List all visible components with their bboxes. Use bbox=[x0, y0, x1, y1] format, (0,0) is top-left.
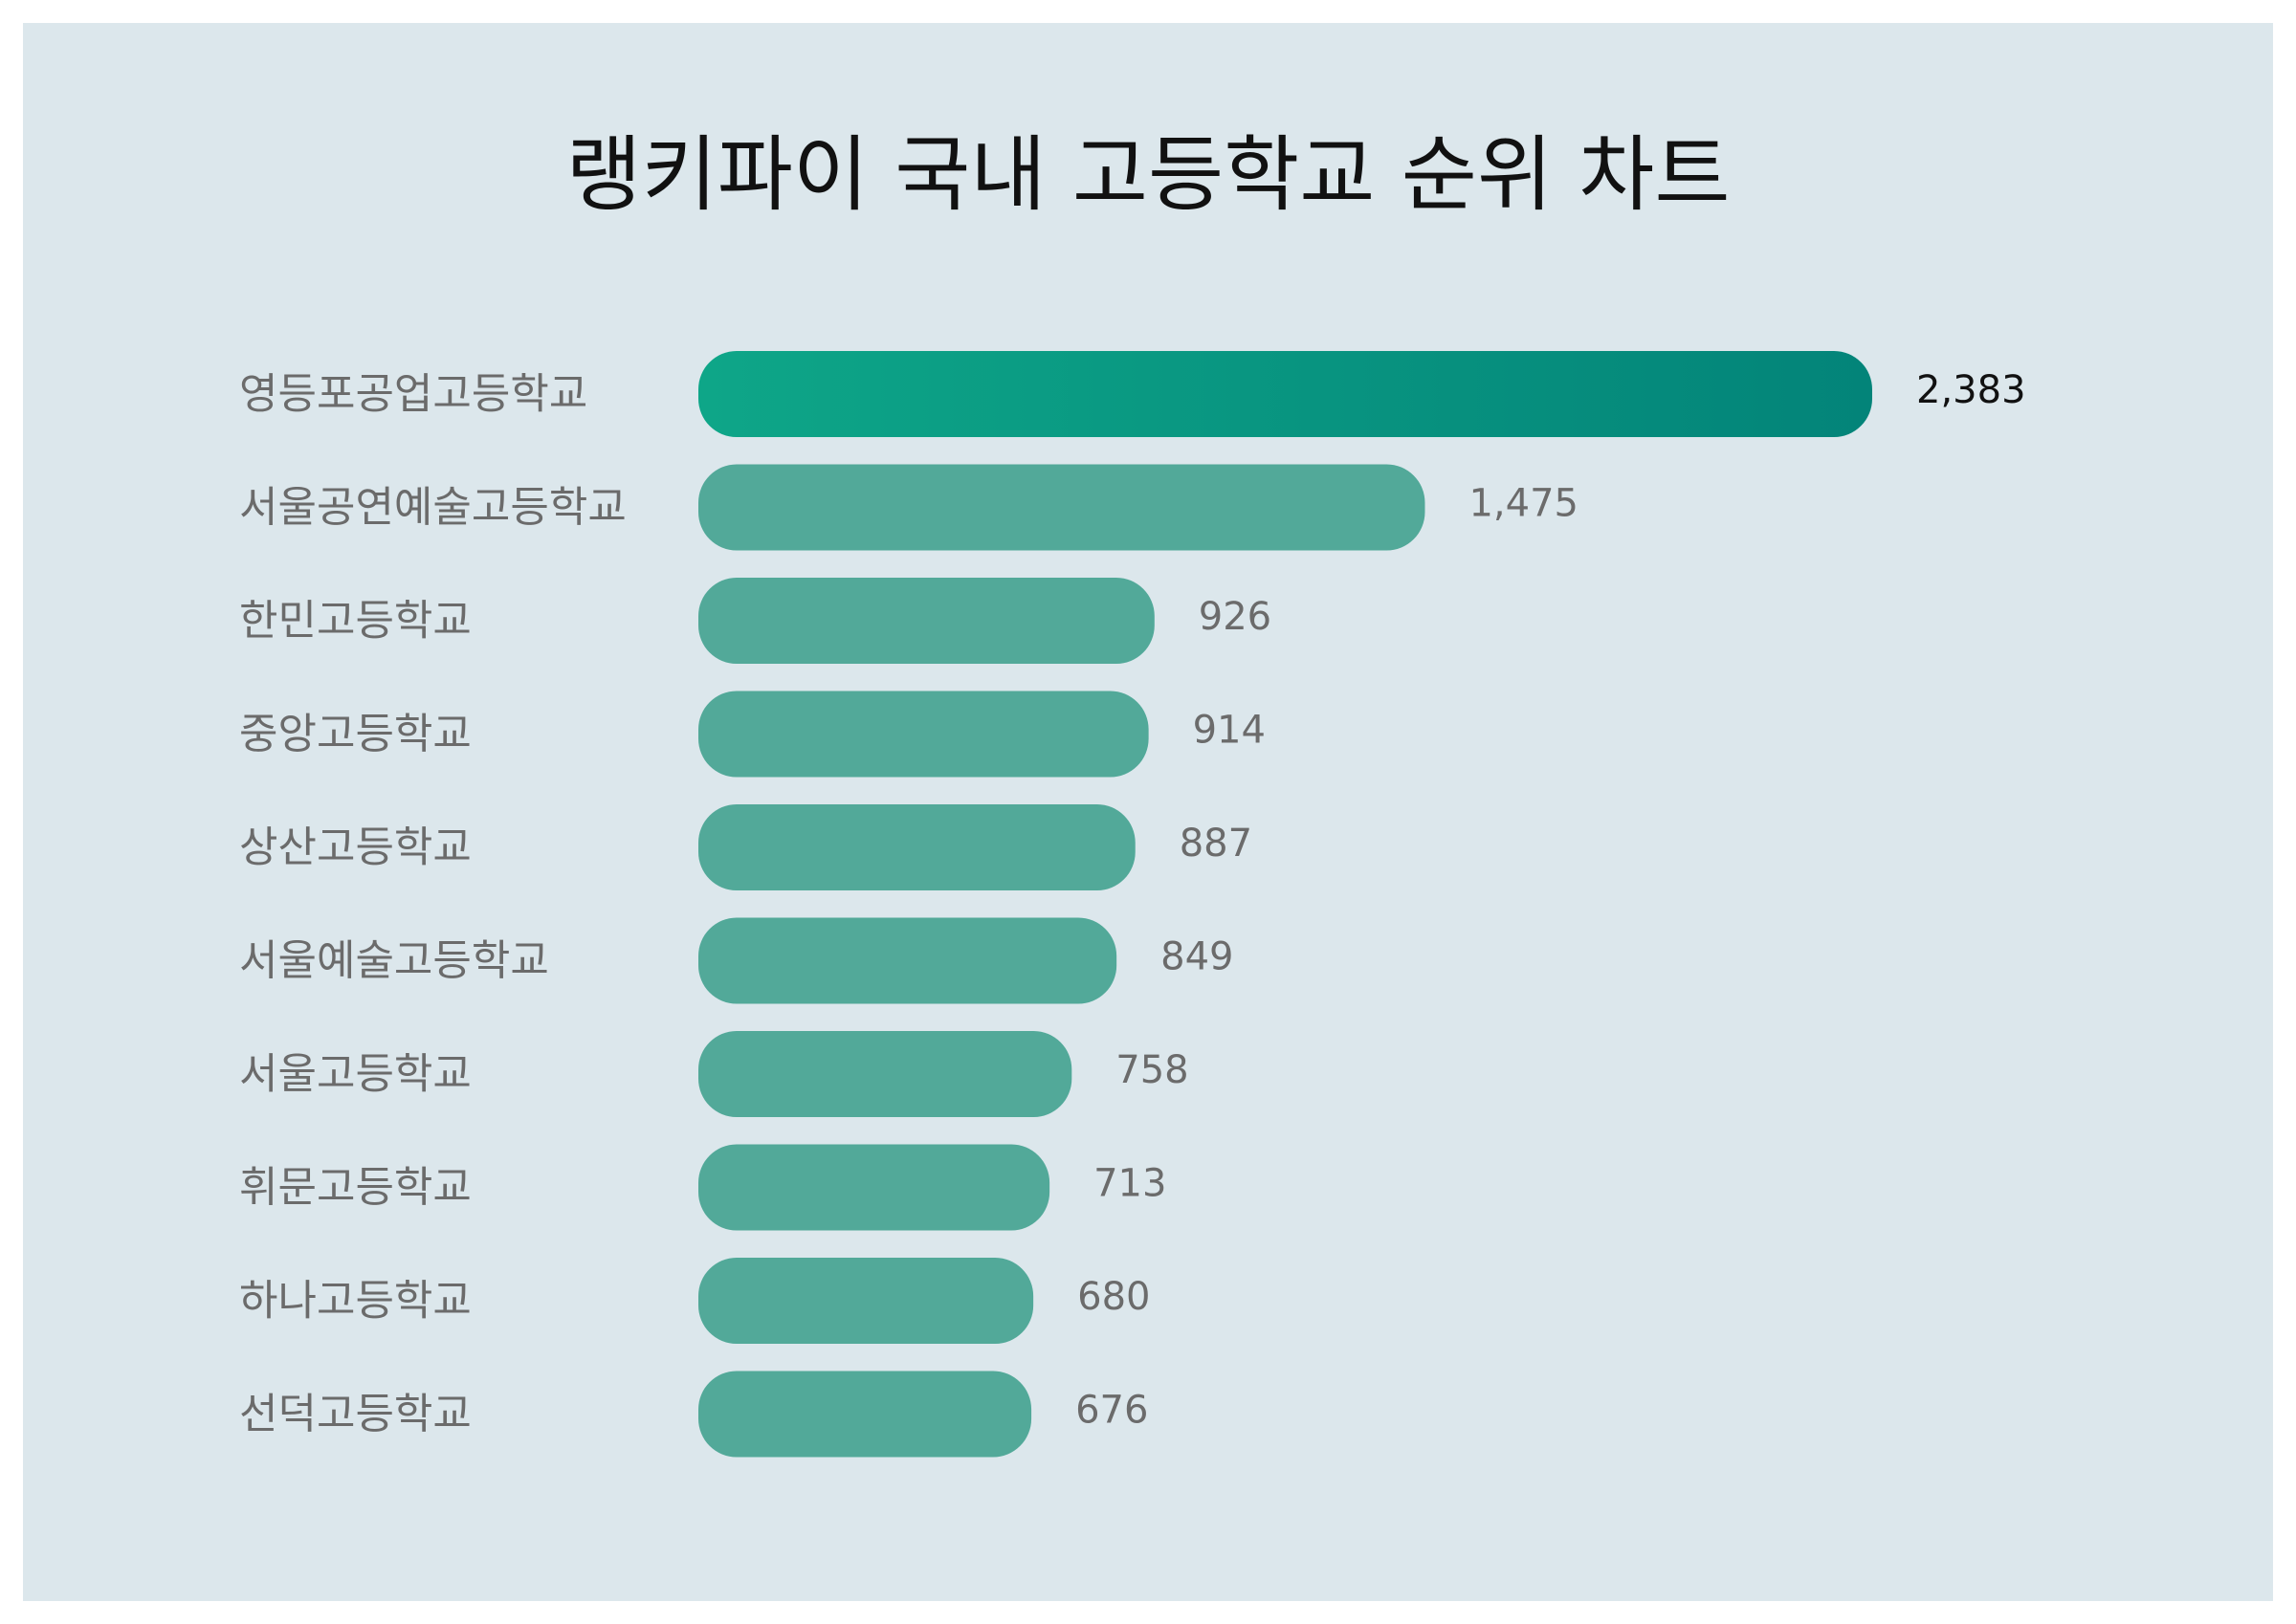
value-label: 1,475 bbox=[1468, 482, 1578, 526]
value-label: 680 bbox=[1077, 1275, 1150, 1319]
bar bbox=[698, 804, 1136, 890]
category-label: 하나고등학교 bbox=[239, 1277, 472, 1326]
value-label: 926 bbox=[1199, 595, 1271, 639]
bar bbox=[698, 578, 1155, 664]
value-label: 676 bbox=[1075, 1389, 1148, 1433]
bar bbox=[698, 1031, 1072, 1117]
category-label: 영등포공업고등학교 bbox=[239, 370, 587, 419]
value-label: 849 bbox=[1160, 935, 1233, 979]
value-label: 914 bbox=[1193, 709, 1266, 753]
bar bbox=[698, 1258, 1034, 1344]
category-label: 서울예술고등학교 bbox=[239, 936, 549, 985]
bar bbox=[698, 464, 1425, 551]
value-label: 2,383 bbox=[1916, 368, 2026, 412]
value-label: 758 bbox=[1115, 1048, 1188, 1092]
category-label: 휘문고등학교 bbox=[239, 1163, 472, 1212]
value-label: 887 bbox=[1180, 822, 1252, 866]
bar bbox=[698, 1144, 1050, 1231]
bar bbox=[698, 691, 1149, 778]
category-label: 서울공연예술고등학교 bbox=[239, 483, 627, 532]
chart-title: 랭키파이 국내 고등학교 순위 차트 bbox=[565, 127, 1731, 223]
bar bbox=[698, 917, 1117, 1004]
bar bbox=[698, 1371, 1032, 1458]
chart-card bbox=[23, 23, 2273, 1601]
bars-group: 영등포공업고등학교 2,383 서울공연예술고등학교 1,475 한민고등학교 926 중앙… bbox=[239, 351, 2026, 1458]
category-label: 서울고등학교 bbox=[239, 1050, 472, 1099]
category-label: 선덕고등학교 bbox=[239, 1390, 472, 1438]
category-label: 상산고등학교 bbox=[239, 823, 472, 872]
value-label: 713 bbox=[1093, 1162, 1166, 1206]
category-label: 한민고등학교 bbox=[239, 597, 472, 646]
category-label: 중앙고등학교 bbox=[239, 710, 472, 758]
bar bbox=[698, 351, 1872, 437]
